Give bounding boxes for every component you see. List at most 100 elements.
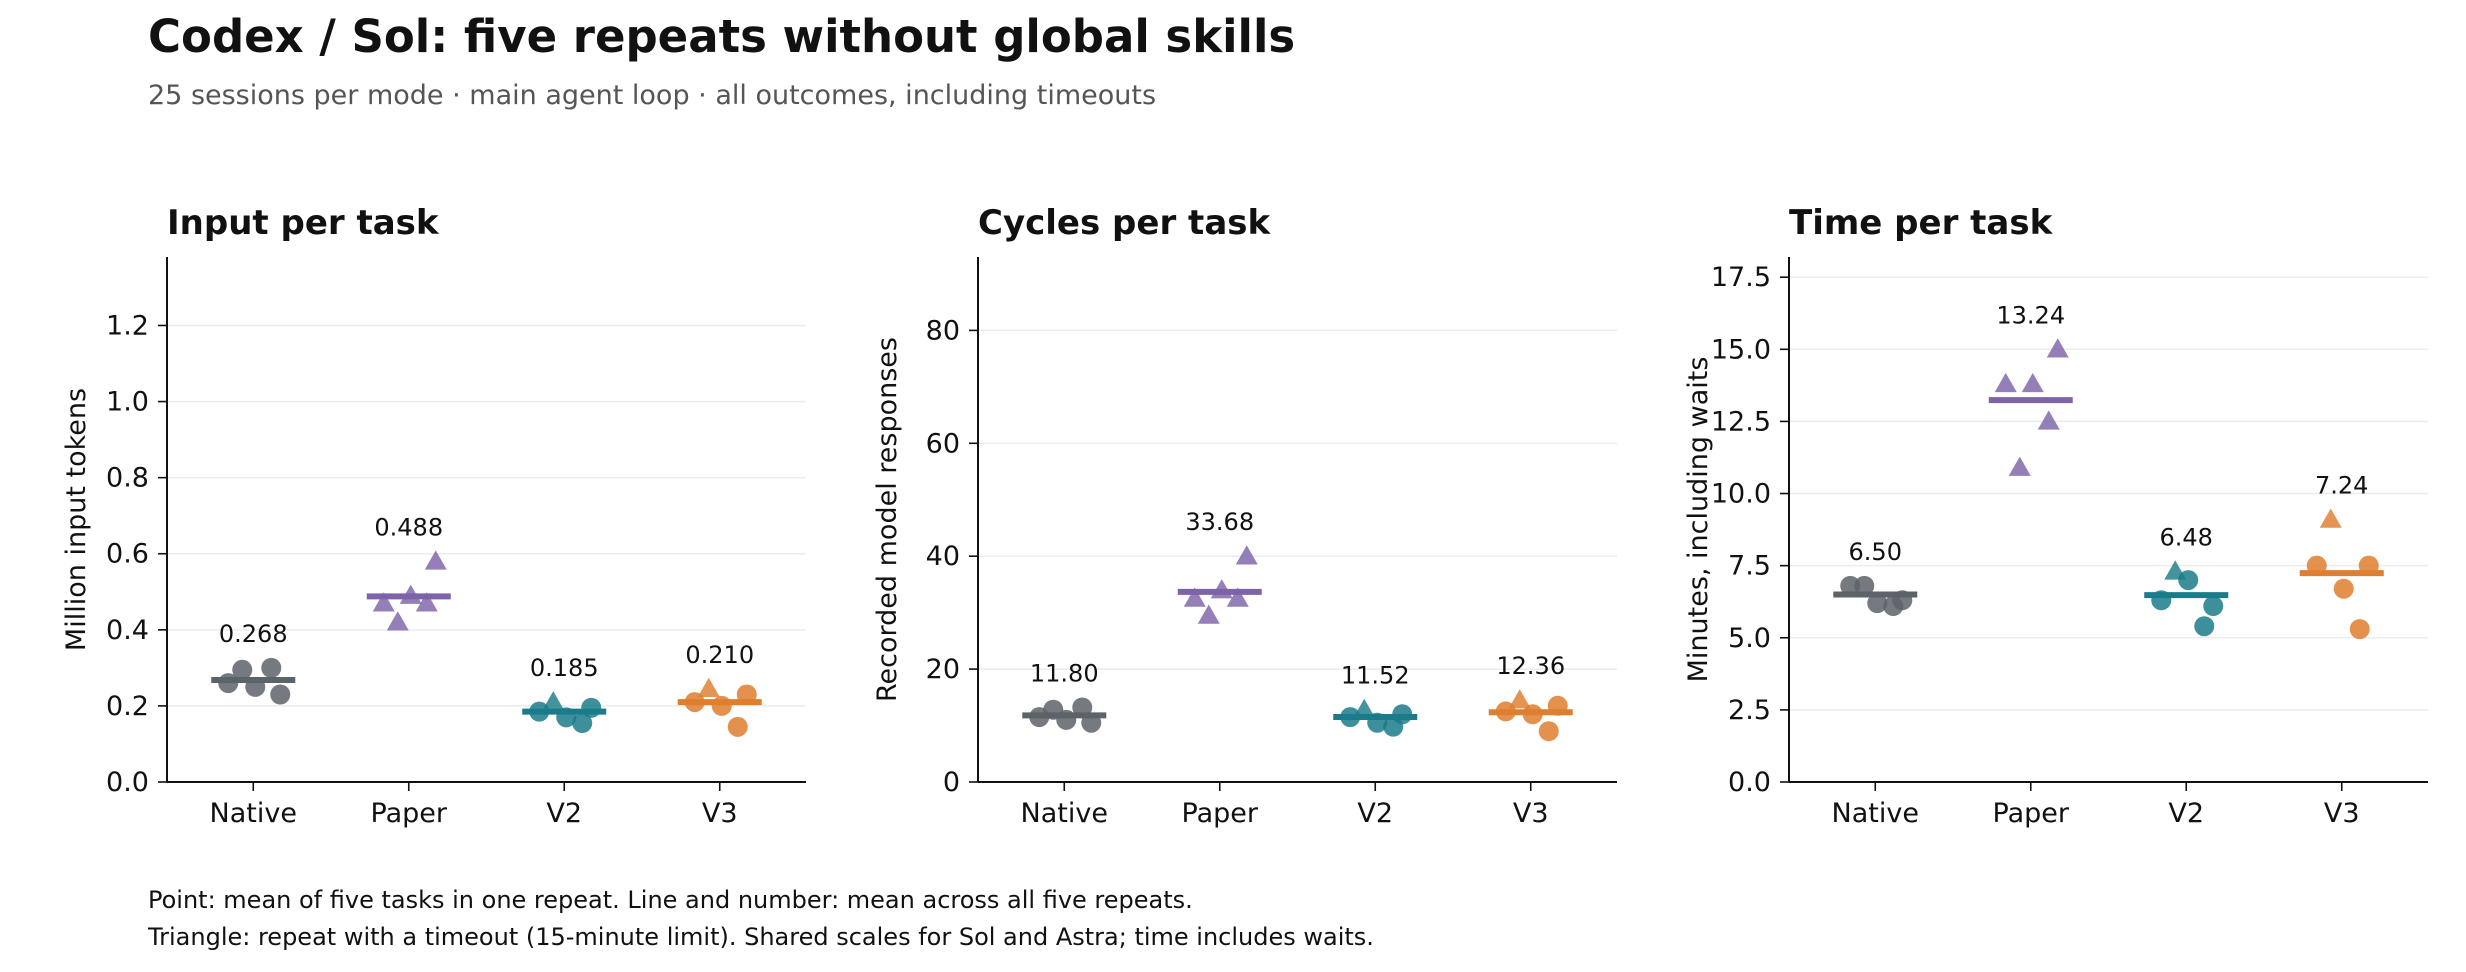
x-tick-label: Paper bbox=[1993, 798, 2070, 829]
y-tick-label: 40 bbox=[926, 541, 960, 572]
data-point bbox=[556, 707, 577, 728]
mean-value-label: 6.48 bbox=[2160, 523, 2213, 551]
x-tick-label: V3 bbox=[1513, 798, 1549, 829]
data-point-triangle bbox=[2046, 338, 2069, 358]
mean-value-label: 6.50 bbox=[1849, 538, 1902, 566]
data-point-triangle bbox=[386, 611, 409, 631]
data-point bbox=[2178, 570, 2199, 591]
data-point bbox=[1392, 704, 1413, 725]
x-tick-label: V2 bbox=[1357, 798, 1393, 829]
data-point-triangle bbox=[697, 677, 720, 698]
y-tick-label: 0.0 bbox=[106, 767, 149, 798]
data-point bbox=[2306, 555, 2327, 576]
footnote-line: Triangle: repeat with a timeout (15-minu… bbox=[148, 923, 1374, 951]
data-point bbox=[1340, 707, 1361, 728]
series-v2: 0.185 bbox=[522, 654, 607, 734]
y-tick-label: 1.2 bbox=[106, 310, 149, 341]
mean-value-label: 13.24 bbox=[1996, 301, 2065, 329]
series-v3: 12.36 bbox=[1488, 652, 1573, 742]
data-point bbox=[1056, 709, 1077, 730]
chart-panel-1: Input per task 0.0 0.2 0.4 0.6 0.8 1.0 1.2 Milli… bbox=[61, 203, 806, 829]
y-tick-label: 0.4 bbox=[106, 615, 149, 646]
series-paper: 33.68 bbox=[1177, 508, 1262, 624]
data-point-triangle bbox=[399, 584, 422, 604]
series-v2: 11.52 bbox=[1333, 662, 1418, 737]
data-point-triangle bbox=[542, 691, 565, 711]
y-tick-label: 10.0 bbox=[1711, 479, 1771, 510]
data-point bbox=[2333, 578, 2354, 599]
y-tick-label: 15.0 bbox=[1711, 334, 1771, 365]
x-tick-label: Native bbox=[1832, 798, 1919, 829]
mean-value-label: 11.80 bbox=[1030, 659, 1099, 687]
x-tick-label: V2 bbox=[546, 798, 582, 829]
y-tick-label: 0 bbox=[943, 767, 960, 798]
data-point bbox=[736, 684, 757, 705]
panel-title: Cycles per task bbox=[978, 203, 1271, 243]
y-axis-label: Recorded model responses bbox=[872, 337, 903, 702]
data-point-triangle bbox=[372, 592, 395, 612]
data-point-triangle bbox=[1197, 604, 1220, 624]
data-point bbox=[1522, 704, 1543, 725]
data-point-triangle bbox=[2021, 372, 2044, 393]
x-tick-label: Paper bbox=[1182, 798, 1259, 829]
x-tick-label: V3 bbox=[702, 798, 738, 829]
mean-value-label: 12.36 bbox=[1496, 652, 1565, 680]
data-point-triangle bbox=[1235, 545, 1258, 565]
data-point bbox=[2203, 596, 2224, 617]
data-point bbox=[2194, 616, 2215, 637]
page-title: Codex / Sol: five repeats without global… bbox=[148, 10, 1296, 63]
data-point bbox=[1367, 712, 1388, 733]
series-native: 6.50 bbox=[1833, 538, 1918, 617]
data-point bbox=[581, 697, 602, 718]
data-point-triangle bbox=[2319, 508, 2342, 528]
mean-value-label: 11.52 bbox=[1341, 662, 1410, 690]
mean-value-label: 0.185 bbox=[530, 654, 599, 682]
data-point-triangle bbox=[1226, 587, 1249, 607]
y-tick-label: 60 bbox=[926, 428, 960, 459]
data-point bbox=[270, 684, 291, 705]
data-point bbox=[1840, 575, 1861, 596]
data-point-triangle bbox=[1994, 372, 2017, 393]
data-point-triangle bbox=[415, 592, 438, 612]
x-tick-label: V3 bbox=[2324, 798, 2360, 829]
series-v3: 0.210 bbox=[677, 641, 762, 737]
data-point-triangle bbox=[1183, 587, 1206, 607]
data-point-triangle bbox=[424, 550, 447, 570]
data-point bbox=[1538, 721, 1559, 742]
series-v2: 6.48 bbox=[2144, 523, 2229, 637]
y-tick-label: 80 bbox=[926, 315, 960, 346]
page-subtitle: 25 sessions per mode · main agent loop ·… bbox=[148, 80, 1157, 111]
x-tick-label: Native bbox=[210, 798, 297, 829]
series-paper: 0.488 bbox=[366, 513, 451, 631]
data-point bbox=[1547, 695, 1568, 716]
panel-title: Time per task bbox=[1789, 203, 2054, 243]
y-tick-label: 0.8 bbox=[106, 463, 149, 494]
footnotes: Point: mean of five tasks in one repeat.… bbox=[148, 882, 1374, 956]
series-v3: 7.24 bbox=[2299, 472, 2384, 640]
y-tick-label: 1.0 bbox=[106, 387, 149, 418]
data-point bbox=[727, 716, 748, 737]
data-point bbox=[1081, 712, 1102, 733]
y-tick-label: 20 bbox=[926, 654, 960, 685]
data-point-triangle bbox=[1353, 698, 1376, 718]
chart-panel-2: Cycles per task 0 20 40 60 80 Recorded model r… bbox=[872, 203, 1617, 829]
panel-title: Input per task bbox=[167, 203, 440, 243]
mean-value-label: 0.210 bbox=[685, 641, 754, 669]
y-axis-label: Minutes, including waits bbox=[1683, 357, 1714, 683]
series-native: 0.268 bbox=[211, 620, 296, 705]
data-point bbox=[261, 657, 282, 678]
data-point bbox=[1072, 697, 1093, 718]
data-point-triangle bbox=[1508, 689, 1531, 709]
mean-value-label: 33.68 bbox=[1185, 508, 1254, 536]
x-tick-label: Native bbox=[1021, 798, 1108, 829]
x-tick-label: Paper bbox=[371, 798, 448, 829]
data-point bbox=[1892, 590, 1913, 611]
data-point bbox=[218, 673, 239, 694]
data-point-triangle bbox=[2008, 456, 2031, 476]
y-axis-label: Million input tokens bbox=[61, 388, 92, 651]
y-tick-label: 0.2 bbox=[106, 691, 149, 722]
data-point bbox=[2358, 555, 2379, 576]
data-point bbox=[572, 713, 593, 734]
data-point bbox=[2151, 590, 2172, 611]
